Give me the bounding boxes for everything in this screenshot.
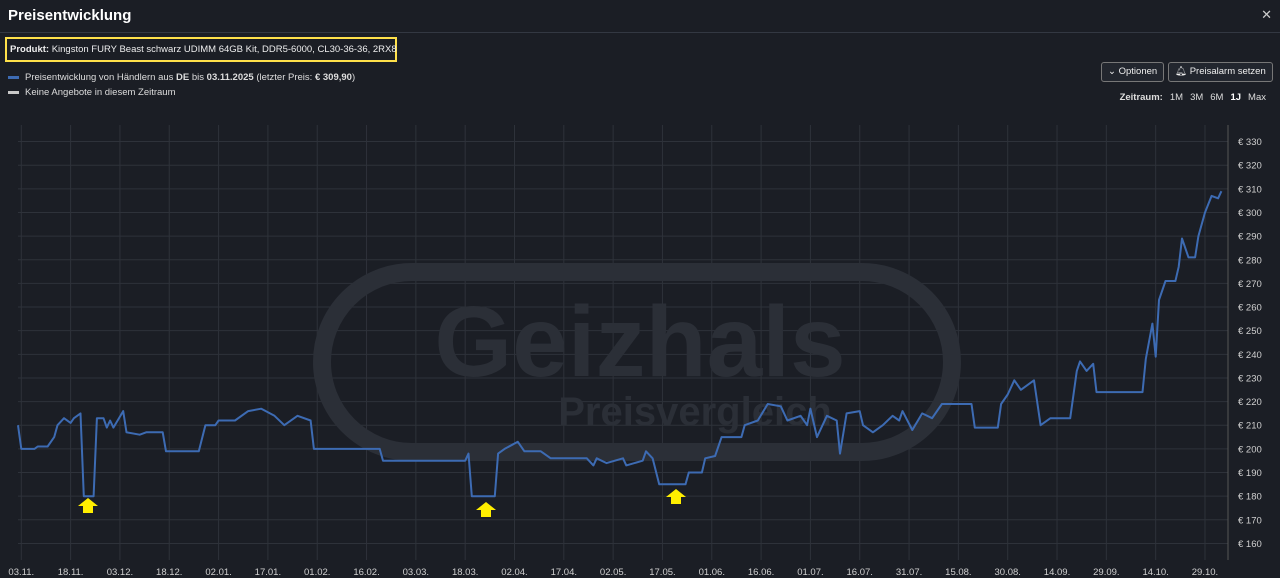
watermark-text: Geizhals — [434, 286, 845, 398]
y-tick-label: € 160 — [1238, 539, 1262, 550]
y-tick-label: € 280 — [1238, 255, 1262, 266]
x-tick-label: 17.05. — [649, 567, 675, 578]
x-tick-label: 31.07. — [896, 567, 922, 578]
x-tick-label: 03.12. — [107, 567, 133, 578]
x-tick-label: 18.03. — [452, 567, 478, 578]
button-label: Preisalarm setzen — [1189, 66, 1266, 77]
y-tick-label: € 230 — [1238, 373, 1262, 384]
separator — [0, 32, 1280, 33]
options-button[interactable]: ⌄ Optionen — [1101, 62, 1165, 82]
legend-swatch — [8, 75, 19, 79]
y-tick-label: € 320 — [1238, 161, 1262, 172]
legend-text: Keine Angebote in diesem Zeitraum — [25, 87, 176, 98]
watermark: Geizhals Preisvergleich — [313, 263, 961, 461]
y-tick-label: € 270 — [1238, 279, 1262, 290]
y-tick-label: € 330 — [1238, 137, 1262, 148]
arrow — [78, 498, 98, 513]
product-box: Produkt: Kingston FURY Beast schwarz UDI… — [5, 37, 397, 62]
y-tick-label: € 220 — [1238, 397, 1262, 408]
x-tick-label: 17.01. — [255, 567, 281, 578]
legend-text: ) — [351, 72, 356, 83]
x-tick-label: 16.07. — [847, 567, 873, 578]
legend-item[interactable]: Keine Angebote in diesem Zeitraum — [8, 87, 176, 98]
x-tick-label: 17.04. — [551, 567, 577, 578]
legend-text: DE — [176, 72, 190, 83]
product-label: Produkt: — [10, 44, 50, 55]
legend-text: € 309,90 — [314, 72, 352, 83]
x-tick-label: 14.09. — [1044, 567, 1070, 578]
range-selector: Zeitraum: 1M 3M 6M 1J Max — [1120, 92, 1266, 103]
button-label: Optionen — [1118, 66, 1158, 77]
price-line — [17, 190, 1223, 498]
legend-text: (letzter Preis: — [253, 72, 315, 83]
x-tick-label: 02.04. — [501, 567, 527, 578]
range-option[interactable]: 6M — [1210, 92, 1224, 103]
x-tick-label: 01.07. — [797, 567, 823, 578]
x-tick-label: 18.11. — [58, 567, 84, 578]
legend-text: 03.11.2025 — [206, 72, 254, 83]
range-option[interactable]: 1J — [1230, 92, 1242, 103]
y-tick-label: € 300 — [1238, 208, 1262, 219]
alarm-button[interactable]: 🔔︎ Preisalarm setzen — [1168, 62, 1273, 82]
dialog-title: Preisentwicklung — [8, 7, 132, 24]
x-tick-label: 16.02. — [353, 567, 379, 578]
x-tick-label: 03.03. — [403, 567, 429, 578]
x-tick-label: 18.12. — [156, 567, 182, 578]
watermark-frame — [313, 263, 961, 461]
watermark-subtext: Preisvergleich — [558, 390, 832, 434]
range-option[interactable]: Max — [1248, 92, 1266, 103]
legend-item[interactable]: Preisentwicklung von Händlern aus DE bis… — [8, 72, 355, 83]
x-tick-label: 01.06. — [699, 567, 725, 578]
y-tick-label: € 210 — [1238, 421, 1262, 432]
y-tick-label: € 250 — [1238, 326, 1262, 337]
x-tick-label: 02.01. — [205, 567, 231, 578]
product-text: Kingston FURY Beast schwarz UDIMM 64GB K… — [49, 44, 397, 55]
x-tick-label: 16.06. — [748, 567, 774, 578]
x-tick-label: 29.10. — [1192, 567, 1218, 578]
legend-text: bis — [189, 72, 207, 83]
close-button[interactable]: ✕ — [1261, 7, 1272, 22]
y-tick-label: € 260 — [1238, 303, 1262, 314]
range-option[interactable]: 3M — [1190, 92, 1204, 103]
y-tick-label: € 170 — [1238, 515, 1262, 526]
y-tick-label: € 180 — [1238, 492, 1262, 503]
y-tick-label: € 240 — [1238, 350, 1262, 361]
y-tick-label: € 310 — [1238, 184, 1262, 195]
x-tick-label: 02.05. — [600, 567, 626, 578]
x-tick-label: 03.11. — [8, 567, 34, 578]
x-tick-label: 30.08. — [994, 567, 1020, 578]
arrow — [666, 489, 686, 504]
y-tick-label: € 290 — [1238, 232, 1262, 243]
range-option[interactable]: 1M — [1169, 92, 1184, 103]
legend-swatch — [8, 90, 19, 94]
y-tick-label: € 200 — [1238, 444, 1262, 455]
legend-text: Preisentwicklung von Händlern aus — [25, 72, 177, 83]
y-tick-label: € 190 — [1238, 468, 1262, 479]
x-tick-label: 14.10. — [1142, 567, 1168, 578]
arrow — [476, 502, 496, 517]
x-tick-label: 01.02. — [304, 567, 330, 578]
x-tick-label: 29.09. — [1093, 567, 1119, 578]
x-tick-label: 15.08. — [945, 567, 971, 578]
grid — [18, 125, 1228, 560]
range-label: Zeitraum: — [1119, 92, 1163, 103]
